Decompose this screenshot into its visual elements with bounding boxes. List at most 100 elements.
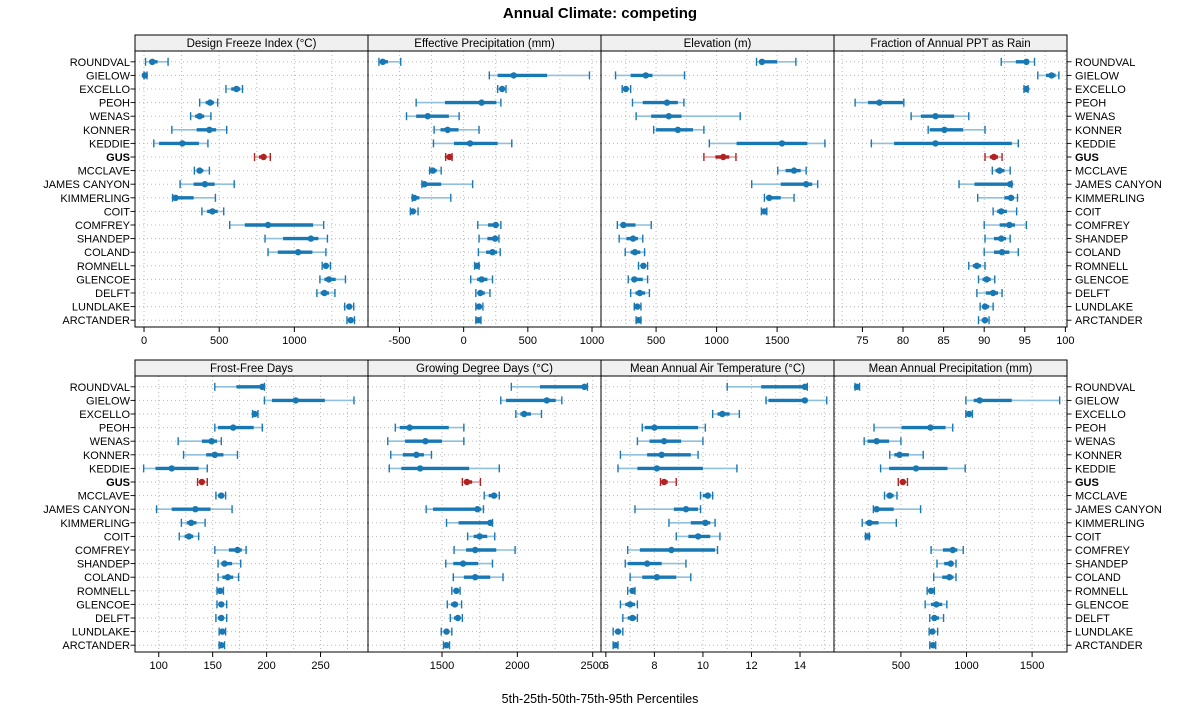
median-dot (631, 276, 638, 283)
series-keddie (388, 464, 500, 473)
x-tick-label: 500 (647, 335, 665, 347)
series-coit (409, 207, 419, 216)
station-label-coland: COLAND (1075, 247, 1121, 259)
series-kimmerling (861, 518, 898, 527)
series-peoh (214, 423, 263, 432)
series-konner (182, 450, 239, 459)
series-roundval (726, 382, 809, 391)
series-glencoe (446, 600, 463, 609)
series-james-canyon (872, 505, 922, 514)
median-dot (998, 208, 1005, 215)
series-glencoe (619, 600, 639, 609)
x-axis: 0 500 1000 (141, 327, 307, 347)
station-label-keddie: KEDDIE (1075, 138, 1116, 150)
median-dot (491, 235, 499, 242)
series-roundval (214, 382, 266, 391)
series-lundlake (979, 302, 994, 311)
series-gus (897, 478, 909, 486)
panel-title: Frost-Free Days (210, 363, 293, 375)
series-gielow (965, 396, 1061, 405)
series-keddie (708, 139, 826, 148)
panel-strip: Fraction of Annual PPT as Rain (833, 34, 1068, 52)
median-dot (653, 465, 661, 472)
median-dot (454, 614, 462, 622)
series-coland (452, 573, 504, 582)
median-dot (1006, 221, 1013, 229)
median-dot (196, 167, 203, 174)
series-lundlake (633, 302, 642, 311)
median-dot (629, 614, 636, 622)
station-label-kimmerling: KIMMERLING (1075, 518, 1145, 530)
median-dot (325, 276, 333, 283)
station-label-glencoe: GLENCOE (1075, 599, 1129, 611)
median-dot (853, 383, 861, 390)
station-label-romnell: ROMNELL (1075, 261, 1128, 273)
median-dot (453, 587, 460, 594)
series-roundval (144, 57, 169, 66)
series-mcclave (777, 166, 807, 175)
series-comfrey (453, 546, 516, 554)
median-dot (206, 99, 214, 106)
x-axis: 1500 2000 2500 (430, 652, 605, 672)
x-tick-label: 500 (210, 335, 228, 347)
x-tick-label: 150 (203, 660, 221, 672)
x-tick-label: 80 (897, 335, 909, 347)
series-mcclave (699, 491, 714, 500)
panel-background (368, 51, 601, 327)
median-dot (292, 397, 299, 404)
x-axis: 100 150 200 250 (150, 652, 330, 672)
median-dot (409, 208, 417, 215)
x-tick-label: 90 (978, 335, 990, 347)
median-dot (976, 397, 983, 404)
series-konner (889, 450, 924, 459)
median-dot (218, 614, 225, 622)
station-label-excello: EXCELLO (1075, 84, 1126, 96)
x-tick-label: 6 (603, 660, 609, 672)
station-label-coit: COIT (1075, 531, 1102, 543)
station-label-konner: KONNER (1075, 450, 1122, 462)
median-dot (185, 533, 193, 540)
median-dot (421, 181, 428, 188)
panel-title: Elevation (m) (684, 38, 752, 50)
series-konner (433, 125, 480, 134)
series-roundval (1000, 57, 1036, 66)
series-shandep (445, 559, 494, 568)
median-dot (663, 99, 671, 106)
median-dot (520, 410, 528, 418)
x-tick-label: 1500 (1020, 660, 1044, 672)
series-mcclave (991, 166, 1011, 175)
series-comfrey (626, 546, 719, 554)
station-label-delft: DELFT (95, 613, 130, 625)
series-james-canyon (421, 180, 474, 189)
series-romnell (473, 261, 481, 270)
station-label-roundval: ROUNDVAL (1075, 382, 1135, 394)
series-keddie (617, 464, 738, 473)
station-label-james-canyon: JAMES CANYON (1075, 179, 1162, 191)
median-dot (931, 614, 938, 622)
series-keddie (142, 464, 208, 473)
median-dot (1023, 58, 1030, 65)
series-shandep (618, 234, 644, 243)
median-dot (1048, 72, 1055, 79)
x-tick-label: 85 (937, 335, 949, 347)
median-dot (941, 126, 948, 133)
median-dot (218, 492, 225, 499)
series-kimmerling (411, 193, 452, 202)
panel-background (135, 376, 368, 652)
station-label-arctander: ARCTANDER (1075, 315, 1143, 327)
panel-title: Mean Annual Air Temperature (°C) (630, 363, 805, 375)
x-tick-label: 1000 (704, 335, 728, 347)
series-peoh (198, 98, 219, 107)
series-comfrey (983, 221, 1028, 229)
median-dot (510, 72, 517, 79)
station-label-konner: KONNER (83, 450, 130, 462)
panel-background (601, 376, 834, 652)
median-dot (221, 560, 228, 567)
series-coland (477, 248, 501, 257)
median-dot (990, 153, 998, 161)
panel-strip: Mean Annual Precipitation (mm) (833, 359, 1068, 377)
station-label-coit: COIT (1075, 206, 1102, 218)
median-dot (473, 262, 481, 269)
station-label-konner: KONNER (83, 125, 130, 137)
